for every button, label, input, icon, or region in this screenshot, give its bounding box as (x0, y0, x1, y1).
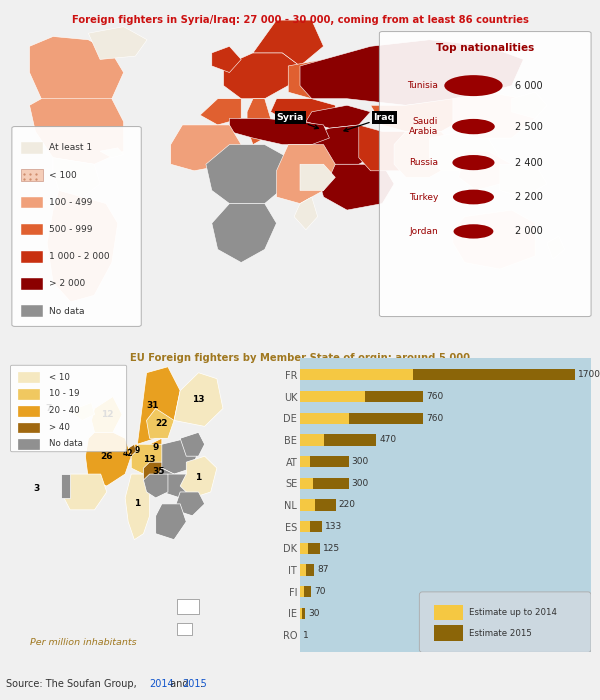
Text: 500 - 999: 500 - 999 (49, 225, 92, 234)
Ellipse shape (444, 75, 503, 96)
Text: .: . (200, 679, 203, 689)
Polygon shape (512, 92, 547, 118)
Polygon shape (247, 99, 271, 145)
Polygon shape (200, 99, 241, 125)
Polygon shape (500, 164, 547, 197)
Polygon shape (206, 145, 288, 204)
Polygon shape (253, 20, 323, 66)
Polygon shape (359, 125, 430, 171)
FancyBboxPatch shape (379, 32, 591, 316)
Text: Top nationalities: Top nationalities (436, 43, 535, 53)
Text: 2014: 2014 (149, 679, 173, 689)
Polygon shape (317, 164, 394, 210)
Polygon shape (300, 164, 335, 190)
FancyBboxPatch shape (21, 251, 43, 262)
FancyBboxPatch shape (21, 142, 43, 154)
Text: 2 500: 2 500 (515, 122, 542, 132)
Polygon shape (306, 105, 371, 128)
Text: Jordan: Jordan (409, 227, 438, 236)
Polygon shape (53, 158, 100, 197)
Text: No data: No data (49, 307, 85, 316)
Polygon shape (547, 237, 565, 259)
Polygon shape (394, 132, 453, 177)
Text: > 2 000: > 2 000 (49, 279, 85, 288)
Ellipse shape (453, 190, 494, 204)
Polygon shape (88, 27, 147, 60)
Text: 2 000: 2 000 (515, 226, 542, 237)
FancyBboxPatch shape (21, 305, 43, 317)
Polygon shape (430, 132, 500, 171)
Text: Syria: Syria (277, 113, 319, 129)
Polygon shape (224, 53, 300, 99)
Polygon shape (212, 46, 241, 73)
Text: Iraq: Iraq (344, 113, 395, 132)
Ellipse shape (452, 119, 495, 134)
Polygon shape (453, 92, 535, 138)
Text: Tunisia: Tunisia (407, 81, 438, 90)
Polygon shape (277, 145, 335, 204)
Polygon shape (229, 118, 329, 145)
FancyBboxPatch shape (21, 169, 43, 181)
FancyBboxPatch shape (21, 197, 43, 208)
Polygon shape (453, 210, 535, 269)
Text: 2 400: 2 400 (515, 158, 542, 167)
Text: < 100: < 100 (49, 171, 77, 180)
Polygon shape (300, 40, 523, 105)
Polygon shape (47, 190, 118, 302)
Polygon shape (271, 99, 335, 128)
Polygon shape (294, 197, 317, 230)
Text: Turkey: Turkey (409, 193, 438, 202)
Text: 1 000 - 2 000: 1 000 - 2 000 (49, 252, 110, 261)
Text: Foreign fighters in Syria/Iraq: 27 000 - 30 000, coming from at least 86 countri: Foreign fighters in Syria/Iraq: 27 000 -… (71, 15, 529, 25)
Ellipse shape (452, 155, 494, 170)
FancyBboxPatch shape (12, 127, 141, 326)
Polygon shape (459, 151, 512, 190)
Text: 6 000: 6 000 (515, 80, 542, 90)
Text: Saudi
Arabia: Saudi Arabia (409, 117, 438, 136)
Text: 100 - 499: 100 - 499 (49, 197, 92, 206)
Text: EU Foreign fighters by Member State of orgin: around 5 000: EU Foreign fighters by Member State of o… (130, 353, 470, 363)
Polygon shape (371, 99, 464, 132)
Polygon shape (288, 60, 347, 99)
Text: Source: The Soufan Group,: Source: The Soufan Group, (6, 679, 140, 689)
Ellipse shape (454, 224, 493, 239)
Polygon shape (29, 99, 124, 164)
Text: and: and (167, 679, 191, 689)
Text: At least 1: At least 1 (49, 144, 92, 153)
FancyBboxPatch shape (21, 224, 43, 235)
Text: 2 200: 2 200 (515, 192, 542, 202)
Text: Russia: Russia (409, 158, 438, 167)
FancyBboxPatch shape (21, 278, 43, 290)
Polygon shape (100, 148, 124, 158)
Polygon shape (212, 204, 277, 262)
Polygon shape (29, 36, 124, 112)
Polygon shape (170, 125, 241, 171)
Text: 2015: 2015 (182, 679, 206, 689)
Polygon shape (312, 125, 382, 164)
